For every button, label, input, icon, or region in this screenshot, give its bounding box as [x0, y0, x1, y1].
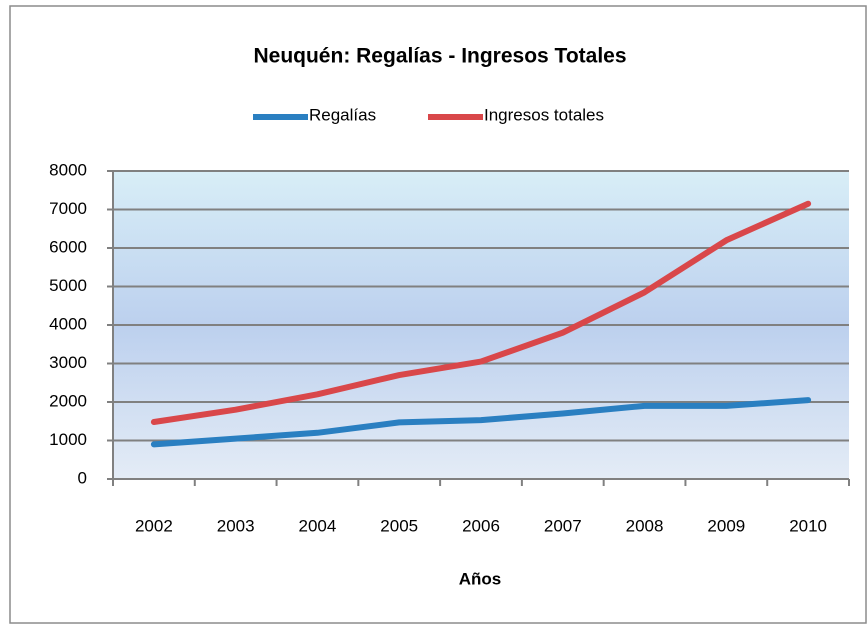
y-tick-label: 1000	[49, 430, 87, 449]
y-tick-label: 4000	[49, 314, 87, 333]
x-tick-label: 2003	[217, 516, 255, 535]
series-line	[150, 397, 812, 448]
series-line	[150, 200, 812, 426]
x-tick-label: 2006	[462, 516, 500, 535]
y-tick-label: 7000	[49, 199, 87, 218]
y-tick-label: 3000	[49, 353, 87, 372]
x-tick-label: 2008	[626, 516, 664, 535]
x-tick-label: 2007	[544, 516, 582, 535]
y-tick-label: 0	[78, 468, 87, 487]
x-tick-label: 2009	[707, 516, 745, 535]
x-tick-label: 2004	[299, 516, 337, 535]
y-tick-label: 8000	[49, 160, 87, 179]
x-tick-label: 2010	[789, 516, 827, 535]
x-tick-label: 2002	[135, 516, 173, 535]
x-axis-title: Años	[459, 569, 502, 588]
legend-label: Regalías	[309, 105, 376, 124]
y-tick-label: 5000	[49, 276, 87, 295]
y-tick-label: 6000	[49, 237, 87, 256]
y-tick-label: 2000	[49, 391, 87, 410]
x-tick-label: 2005	[380, 516, 418, 535]
chart-title: Neuquén: Regalías - Ingresos Totales	[253, 45, 626, 68]
legend-label: Ingresos totales	[484, 105, 604, 124]
